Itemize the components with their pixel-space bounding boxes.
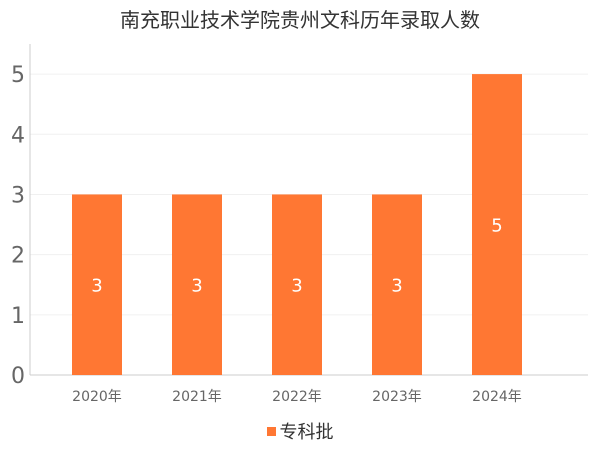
legend-swatch: [266, 426, 276, 436]
x-tick-label: 2023年: [372, 389, 422, 405]
legend[interactable]: 专科批: [0, 418, 600, 444]
y-tick-label: 1: [11, 304, 25, 329]
bar: [72, 194, 122, 375]
bar-data-label: 3: [91, 276, 102, 297]
bar-data-label: 3: [291, 276, 302, 297]
y-tick-label: 5: [11, 63, 25, 88]
x-tick-label: 2020年: [72, 389, 122, 405]
legend-label: 专科批: [279, 422, 334, 443]
bar: [472, 74, 522, 375]
x-tick-label: 2021年: [172, 389, 222, 405]
y-tick-label: 0: [11, 364, 25, 389]
chart-title: 南充职业技术学院贵州文科历年录取人数: [120, 8, 480, 32]
bar: [172, 194, 222, 375]
bar-data-label: 5: [491, 216, 502, 237]
bar-data-label: 3: [391, 276, 402, 297]
x-tick-label: 2022年: [272, 389, 322, 405]
y-tick-label: 4: [11, 123, 25, 148]
bar: [272, 194, 322, 375]
x-tick-label: 2024年: [472, 389, 522, 405]
bar-data-label: 3: [191, 276, 202, 297]
y-tick-label: 2: [11, 244, 25, 269]
bar: [372, 194, 422, 375]
y-tick-label: 3: [11, 183, 25, 208]
